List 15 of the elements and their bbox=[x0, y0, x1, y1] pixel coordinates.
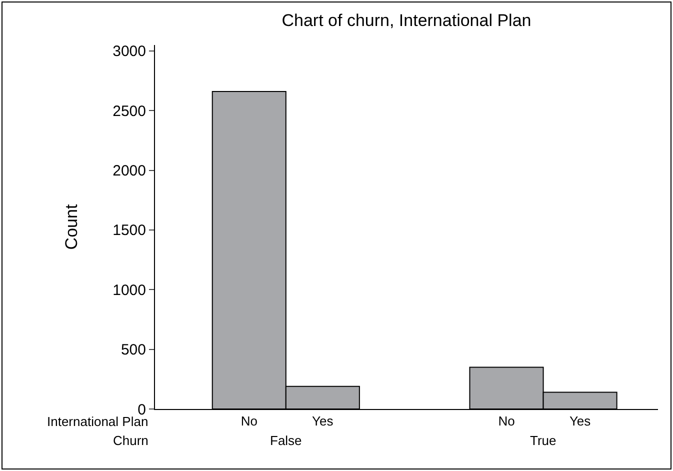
y-tick-label: 1000 bbox=[112, 282, 146, 299]
y-tick-label: 1500 bbox=[112, 222, 146, 240]
x-tick-label: Yes bbox=[312, 414, 334, 429]
x-tick-label: No bbox=[498, 414, 515, 429]
text: False bbox=[270, 433, 302, 448]
y-tick-label: 3000 bbox=[112, 43, 146, 60]
x-tick-label: No bbox=[240, 414, 258, 429]
text: Churn bbox=[113, 433, 148, 448]
text: True bbox=[530, 433, 556, 448]
chart-title: Chart of churn, International Plan bbox=[282, 10, 532, 30]
y-tick-label: 2000 bbox=[112, 162, 146, 180]
y-axis-title: Count bbox=[62, 204, 82, 250]
y-tick-label: 2500 bbox=[112, 102, 146, 120]
x-tick-label: Yes bbox=[569, 414, 592, 429]
y-tick-label: 500 bbox=[120, 342, 146, 359]
